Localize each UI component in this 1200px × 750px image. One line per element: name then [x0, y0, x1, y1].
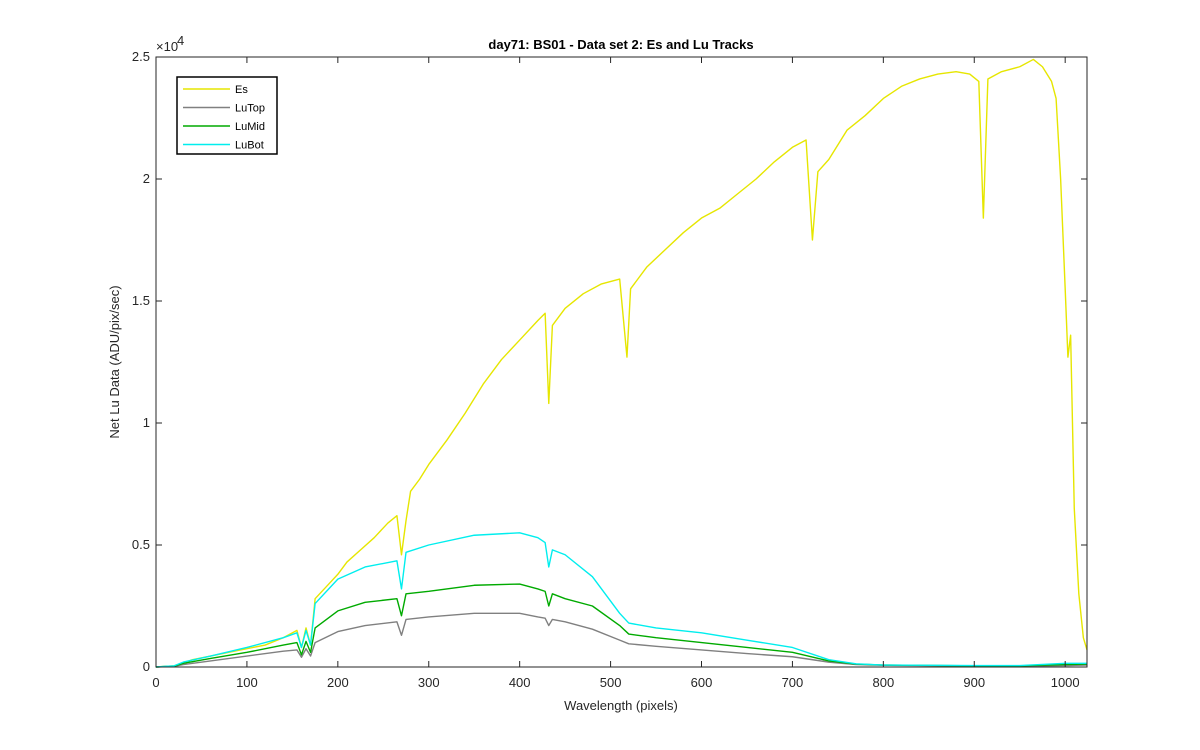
series-line-es: [155, 58, 1088, 668]
plot-area: [156, 57, 1087, 667]
plot-frame: [155, 56, 1088, 668]
legend-label-lutop: LuTop: [235, 103, 265, 115]
y-tick-label: 1: [143, 415, 150, 430]
x-tick-label: 700: [782, 675, 804, 690]
y-tick-label: 0: [143, 659, 150, 674]
y-exponent-label: ×10: [156, 39, 178, 54]
x-tick-label: 1000: [1051, 675, 1080, 690]
legend-label-lumid: LuMid: [235, 121, 265, 133]
legend-label-lubot: LuBot: [235, 140, 264, 152]
x-tick-label: 800: [872, 675, 894, 690]
series-line-lubot: [155, 532, 1087, 668]
x-tick-label: 0: [152, 675, 159, 690]
x-tick-label: 600: [691, 675, 713, 690]
series-line-lumid: [155, 583, 1088, 668]
legend-label-es: Es: [235, 84, 248, 96]
y-tick-label: 0.5: [132, 537, 150, 552]
x-tick-label: 300: [418, 675, 440, 690]
x-tick-label: 200: [327, 675, 349, 690]
x-axis-ticks: 0 100 200 300 400 500 600 700 800 900 1000: [152, 57, 1080, 690]
series-layer: [155, 58, 1088, 668]
x-axis-label: Wavelength (pixels): [564, 698, 678, 713]
y-axis-label: Net Lu Data (ADU/pix/sec): [107, 285, 122, 438]
legend: Es LuTop LuMid LuBot: [176, 76, 278, 155]
y-tick-label: 1.5: [132, 293, 150, 308]
x-tick-label: 100: [236, 675, 258, 690]
y-exponent-power: 4: [177, 33, 184, 48]
chart-title: day71: BS01 - Data set 2: Es and Lu Trac…: [488, 37, 753, 52]
y-exponent: ×10 4: [156, 33, 184, 54]
y-tick-label: 2.5: [132, 49, 150, 64]
series-line-lutop: [155, 612, 1088, 668]
x-tick-label: 500: [600, 675, 622, 690]
legend-box: [176, 76, 278, 155]
y-tick-label: 2: [143, 171, 150, 186]
y-axis-ticks: 0 0.5 1 1.5 2 2.5: [132, 49, 1087, 674]
x-tick-label: 900: [963, 675, 985, 690]
x-tick-label: 400: [509, 675, 531, 690]
